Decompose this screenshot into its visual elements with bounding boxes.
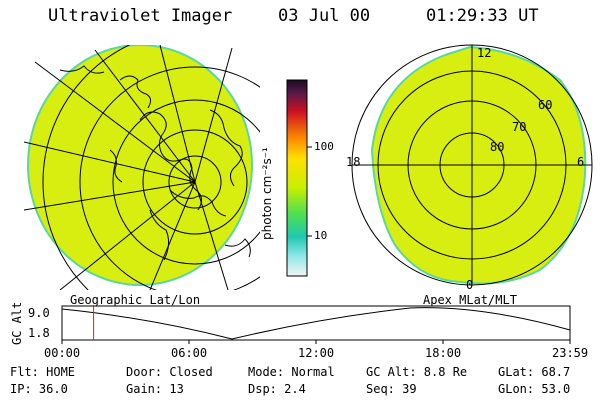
- apex-panel: [351, 44, 593, 286]
- right-panel-caption: Apex MLat/MLT: [423, 293, 517, 307]
- timeline-xtick-1200: 12:00: [298, 346, 335, 360]
- status-mode: Mode: Normal: [248, 365, 335, 379]
- colorbar-ticks: [307, 146, 312, 237]
- ring-label-80: 80: [490, 140, 505, 154]
- timeline-plot: [61, 305, 571, 344]
- app-title: Ultraviolet Imager: [48, 6, 233, 26]
- timeline-xtick-0000: 00:00: [44, 346, 81, 360]
- colorbar-tick-100: 100: [314, 140, 334, 153]
- timeline-frame: [61, 305, 571, 341]
- polar-axes: [352, 45, 592, 285]
- mlt-label-12: 12: [477, 46, 492, 60]
- timeline-xtick-1800: 18:00: [425, 346, 462, 360]
- timeline-xtick-0600: 06:00: [171, 346, 208, 360]
- mlt-label-6: 6: [577, 155, 585, 169]
- status-gain: Gain: 13: [126, 382, 184, 396]
- left-panel-caption: Geographic Lat/Lon: [70, 293, 201, 307]
- globe-lat-circles: [42, 45, 260, 290]
- uv-image-left: [27, 45, 253, 286]
- gc-alt-curve: [61, 307, 571, 340]
- timeline-ylabel: GC Alt: [10, 301, 24, 345]
- date-label: 03 Jul 00: [278, 6, 371, 26]
- ring-label-60: 60: [538, 98, 553, 112]
- ring-label-70: 70: [512, 120, 527, 134]
- colorbar: [286, 79, 308, 277]
- timeline-xticks: [61, 340, 571, 344]
- timeline-xtick-2359: 23:59: [552, 346, 589, 360]
- coastlines: [59, 65, 251, 261]
- timeline-ytick-top: 9.0: [28, 306, 50, 320]
- colorbar-unit-label: photon cm⁻²s⁻¹: [260, 147, 274, 240]
- status-glat: GLat: 68.7: [498, 365, 571, 379]
- geographic-panel: [24, 45, 260, 290]
- time-label: 01:29:33 UT: [426, 6, 539, 26]
- status-dsp: Dsp: 2.4: [248, 382, 306, 396]
- status-gcalt: GC Alt: 8.8 Re: [366, 365, 468, 379]
- status-flt: Flt: HOME: [10, 365, 76, 379]
- status-ip: IP: 36.0: [10, 382, 68, 396]
- mlt-label-18: 18: [346, 155, 361, 169]
- mlt-label-0: 0: [466, 278, 474, 292]
- timeline-ytick-bottom: 1.8: [28, 326, 50, 340]
- status-glon: GLon: 53.0: [498, 382, 571, 396]
- status-seq: Seq: 39: [366, 382, 417, 396]
- status-door: Door: Closed: [126, 365, 213, 379]
- colorbar-tick-10: 10: [314, 229, 328, 242]
